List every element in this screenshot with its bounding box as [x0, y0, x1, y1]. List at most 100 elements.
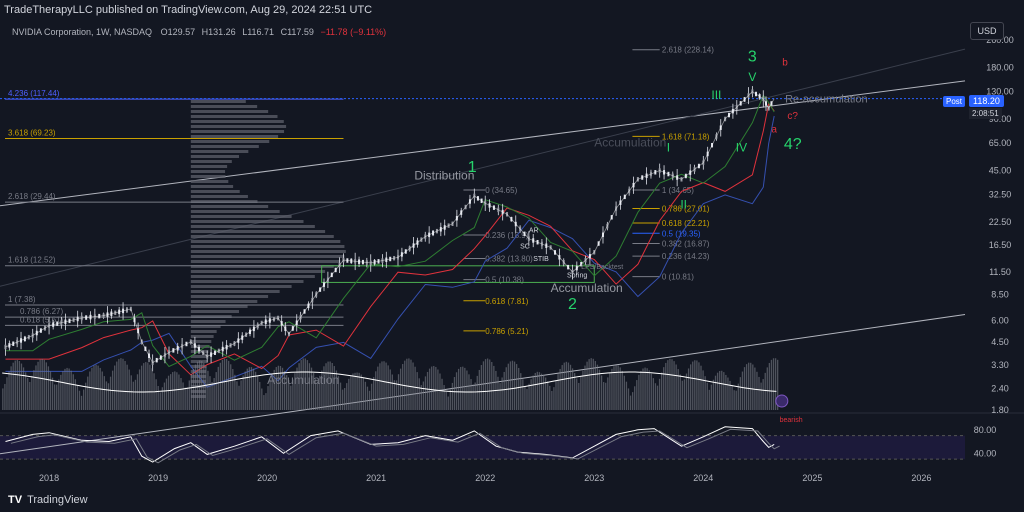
volume-bar: [339, 382, 342, 410]
volume-bar: [692, 361, 694, 410]
volume-bar: [29, 381, 31, 410]
volume-bar: [219, 362, 222, 410]
volume-bar: [542, 374, 545, 410]
volume-profile-bar: [190, 380, 206, 383]
volume-bar: [439, 373, 441, 410]
volume-bar: [16, 359, 18, 410]
volume-bar: [733, 390, 735, 410]
currency-button[interactable]: USD: [970, 22, 1004, 40]
volume-bar: [536, 371, 538, 410]
volume-bar: [47, 366, 50, 410]
y-axis-tick: 130.00: [986, 87, 1014, 97]
volume-bar: [14, 360, 16, 410]
volume-bar: [56, 384, 58, 410]
volume-bar: [694, 360, 696, 410]
volume-bar: [228, 360, 230, 410]
volume-profile-bar: [190, 165, 228, 168]
volume-bar: [431, 366, 433, 410]
symbol-name: NVIDIA Corporation, 1W, NASDAQ: [12, 27, 153, 37]
volume-bar: [184, 387, 186, 410]
volume-bar: [366, 386, 369, 410]
volume-bar: [714, 375, 717, 410]
volume-bar: [772, 358, 775, 410]
volume-bar: [658, 378, 661, 410]
volume-bar: [294, 373, 296, 410]
volume-bar: [745, 364, 748, 410]
x-axis-tick: 2020: [257, 473, 277, 483]
y-axis-tick: 2.40: [991, 384, 1009, 394]
volume-profile-bar: [190, 235, 334, 238]
volume-bar: [310, 367, 313, 410]
volume-bar: [743, 367, 746, 410]
volume-bar: [358, 372, 360, 410]
volume-bar: [406, 358, 408, 410]
volume-bar: [373, 377, 375, 410]
y-axis-tick: 65.00: [989, 138, 1012, 148]
volume-bar: [654, 383, 657, 410]
volume-bar: [385, 362, 387, 410]
volume-profile-bar: [190, 285, 292, 288]
volume-bar: [501, 377, 503, 410]
y-axis-tick: 260.00: [986, 35, 1014, 45]
volume-bar: [273, 369, 275, 410]
volume-bar: [51, 377, 54, 410]
volume-bar: [85, 382, 87, 410]
volume-bar: [315, 379, 317, 410]
volume-profile-bar: [190, 155, 240, 158]
x-axis-tick: 2018: [39, 473, 59, 483]
volume-bar: [82, 389, 85, 410]
volume-bar: [134, 379, 137, 410]
volume-bar: [679, 374, 681, 410]
y-axis-tick: 180.00: [986, 62, 1014, 72]
volume-bar: [408, 358, 410, 410]
fib-ext-label: 1.618 (71.18): [662, 132, 710, 141]
volume-bar: [397, 374, 400, 410]
annotation-accumulation-2020: Accumulation: [267, 373, 339, 387]
volume-bar: [53, 384, 56, 410]
volume-bar: [35, 365, 37, 410]
volume-bar: [435, 366, 437, 410]
volume-bar: [24, 372, 27, 410]
volume-profile-bar: [190, 300, 258, 303]
annotation-distribution: Distribution: [414, 168, 474, 182]
tradingview-logo[interactable]: TV TradingView: [8, 494, 88, 506]
tv-logo-icon: TV: [8, 494, 23, 506]
volume-bar: [515, 364, 518, 410]
volume-bar: [344, 388, 346, 410]
fib-ret-label: 0.382 (13.80): [485, 254, 533, 263]
volume-bar: [650, 373, 652, 410]
fib-level-label: 2.618 (29.44): [8, 192, 56, 201]
volume-bar: [538, 372, 541, 410]
volume-bar: [642, 368, 644, 410]
volume-bar: [70, 370, 72, 410]
volume-bar: [497, 376, 499, 410]
volume-bar: [145, 362, 147, 410]
fib-level-label: 1 (7.38): [8, 295, 36, 304]
candle-body: [4, 344, 7, 350]
open-value: O129.57: [160, 27, 196, 37]
volume-bar: [379, 363, 381, 410]
volume-bar: [449, 389, 451, 410]
volume-profile-bar: [190, 170, 226, 173]
volume-bar: [143, 363, 145, 410]
volume-bar: [277, 365, 280, 410]
volume-bar: [437, 369, 439, 410]
volume-bar: [389, 369, 391, 410]
volume-profile-bar: [190, 360, 207, 363]
wave-label-b: b: [782, 57, 788, 68]
volume-bar: [528, 383, 530, 410]
volume-bar: [721, 370, 723, 410]
volume-bar: [205, 366, 207, 410]
volume-bar: [553, 387, 555, 410]
post-label: Post: [943, 96, 966, 107]
volume-bar: [414, 366, 416, 410]
volume-bar: [350, 375, 352, 410]
volume-profile-bar: [190, 395, 206, 398]
volume-profile-bar: [190, 180, 229, 183]
volume-bar: [64, 368, 66, 410]
volume-bar: [451, 382, 454, 410]
volume-bar: [565, 361, 567, 410]
volume-bar: [619, 367, 621, 410]
volume-bar: [279, 365, 282, 410]
